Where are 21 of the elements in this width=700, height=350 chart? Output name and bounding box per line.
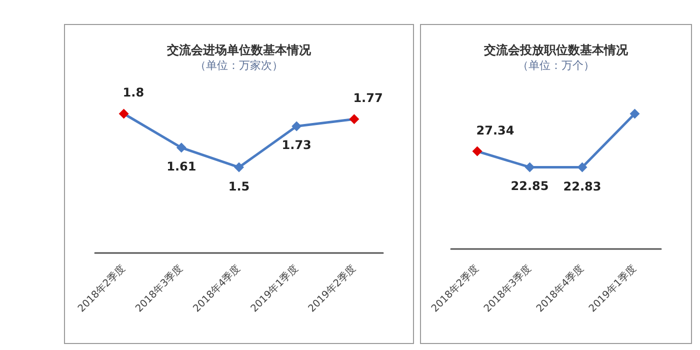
point — [176, 142, 186, 153]
point — [118, 108, 129, 119]
data-label: 1.8 — [122, 86, 144, 100]
chart-subtitle: （单位：万家次） — [195, 59, 283, 72]
point — [349, 114, 360, 124]
data-label: 22.83 — [563, 179, 602, 194]
data-label: 27.34 — [476, 123, 514, 138]
point — [577, 162, 588, 172]
point — [234, 162, 244, 172]
point — [472, 146, 482, 156]
data-label: 1.61 — [166, 160, 196, 174]
data-label: 1.5 — [228, 179, 250, 194]
chart-subtitle: （单位：万个） — [518, 59, 594, 72]
data-label: 22.85 — [510, 179, 549, 194]
point — [630, 108, 640, 119]
data-label: 1.77 — [353, 91, 383, 106]
chart-title: 交流会进场单位数基本情况 — [166, 43, 312, 57]
point — [524, 162, 535, 172]
point — [292, 121, 302, 132]
data-label: 1.73 — [282, 138, 312, 152]
chart-title: 交流会投放职位数基本情况 — [483, 43, 629, 57]
